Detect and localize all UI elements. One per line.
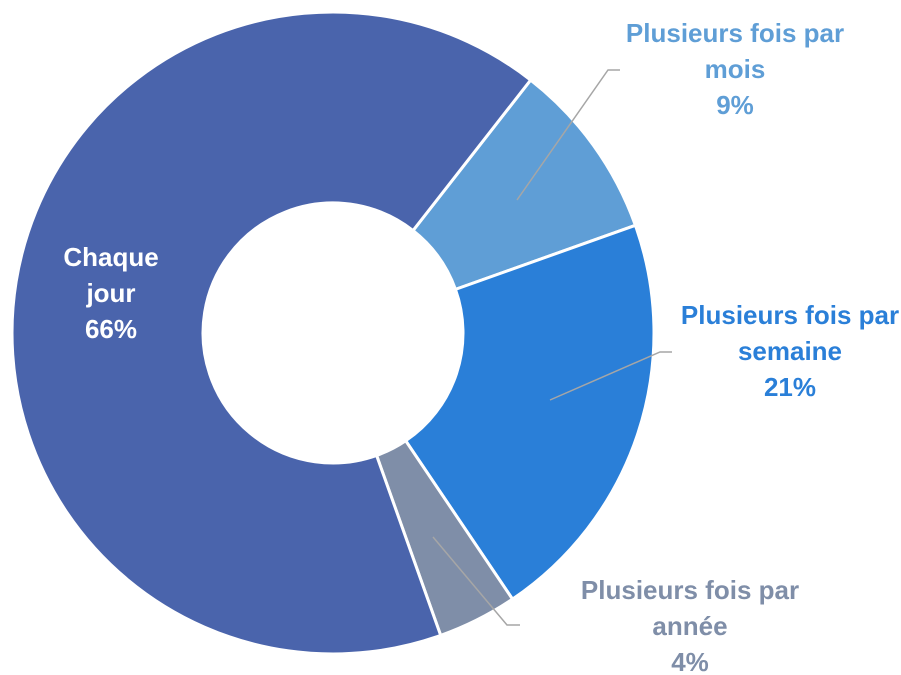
slice (403, 223, 656, 602)
data-label: Plusieurs fois par mois 9% (615, 15, 855, 123)
slice (10, 10, 533, 656)
leader-line (549, 351, 672, 401)
slice (410, 77, 638, 292)
data-label: Plusieurs fois par année 4% (545, 572, 835, 675)
leader-lines (432, 69, 672, 626)
category-label: Plusieurs fois par semaine (680, 300, 900, 366)
slices (10, 10, 656, 656)
value-label: 66% (84, 314, 138, 344)
value-label: 4% (671, 647, 709, 675)
value-label: 21% (763, 372, 817, 402)
data-label: Chaque jour 66% (41, 239, 181, 347)
value-label: 9% (716, 90, 754, 120)
leader-line (516, 69, 620, 201)
category-label: Chaque jour (63, 242, 159, 308)
category-label: Plusieurs fois par année (580, 575, 800, 641)
category-label: Plusieurs fois par mois (625, 18, 845, 84)
leader-line (432, 536, 520, 626)
data-label: Plusieurs fois par semaine 21% (675, 297, 901, 405)
